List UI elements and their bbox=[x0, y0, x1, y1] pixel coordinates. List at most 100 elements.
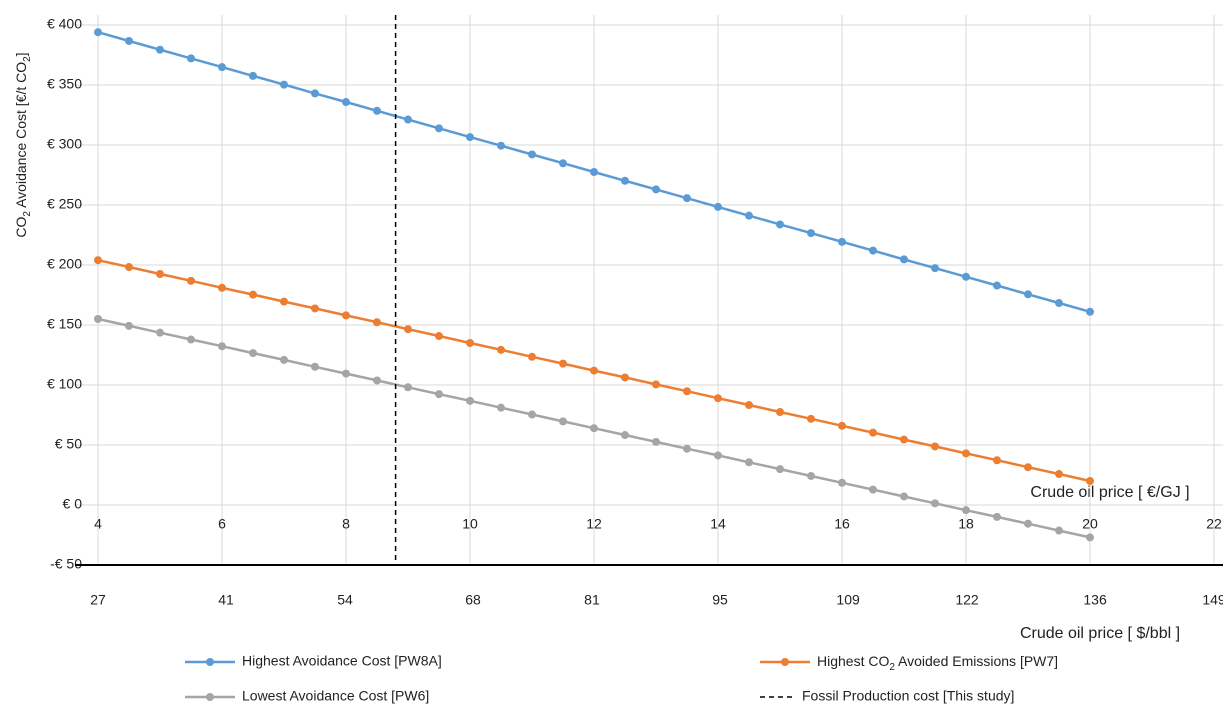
data-point bbox=[94, 28, 102, 37]
data-point bbox=[280, 297, 288, 306]
data-point bbox=[373, 376, 381, 385]
data-point bbox=[714, 202, 722, 211]
data-point bbox=[249, 349, 257, 358]
data-point bbox=[838, 478, 846, 487]
data-point bbox=[156, 270, 164, 278]
data-point bbox=[745, 458, 753, 467]
x-tick-label: 6 bbox=[218, 516, 226, 532]
x2-tick-label: 41 bbox=[218, 592, 234, 608]
x2-tick-label: 27 bbox=[90, 592, 106, 608]
data-point bbox=[621, 373, 629, 382]
data-point bbox=[156, 45, 164, 54]
data-point bbox=[404, 325, 412, 334]
data-point bbox=[1055, 470, 1063, 479]
data-point bbox=[404, 115, 412, 124]
y-tick-label: € 350 bbox=[47, 76, 82, 92]
data-point bbox=[714, 451, 722, 460]
x-tick-label: 8 bbox=[342, 516, 350, 532]
data-point bbox=[249, 290, 257, 299]
data-point bbox=[590, 424, 598, 433]
data-point bbox=[373, 318, 381, 327]
data-point bbox=[869, 428, 877, 437]
data-point bbox=[156, 328, 164, 337]
data-point bbox=[962, 449, 970, 458]
data-point bbox=[342, 369, 350, 378]
data-point bbox=[838, 237, 846, 246]
data-point bbox=[1024, 463, 1032, 472]
data-point bbox=[590, 366, 598, 375]
x2-tick-label: 95 bbox=[712, 592, 728, 608]
data-point bbox=[776, 465, 784, 474]
data-point bbox=[1086, 477, 1094, 485]
data-point bbox=[1086, 533, 1094, 542]
data-point bbox=[497, 141, 505, 150]
data-point bbox=[931, 499, 939, 508]
legend-label: Lowest Avoidance Cost [PW6] bbox=[242, 688, 429, 704]
x-tick-label: 16 bbox=[834, 516, 850, 532]
data-point bbox=[931, 442, 939, 451]
y-tick-label: € 300 bbox=[47, 136, 82, 152]
data-point bbox=[94, 315, 102, 323]
y-tick-label: € 400 bbox=[47, 16, 82, 32]
data-point bbox=[249, 71, 257, 80]
x2-tick-label: 109 bbox=[836, 592, 860, 608]
y-tick-label: € 200 bbox=[47, 256, 82, 272]
y-axis-title: CO2 Avoidance Cost [€/t CO2] bbox=[13, 52, 33, 237]
data-point bbox=[869, 485, 877, 494]
data-point bbox=[466, 133, 474, 142]
data-point bbox=[745, 211, 753, 220]
data-point bbox=[559, 417, 567, 426]
data-point bbox=[745, 401, 753, 410]
data-point bbox=[125, 263, 133, 272]
data-point bbox=[373, 106, 381, 115]
x-tick-label: 18 bbox=[958, 516, 974, 532]
data-point bbox=[435, 390, 443, 399]
y-tick-label: € 0 bbox=[63, 496, 83, 512]
data-point bbox=[280, 355, 288, 364]
data-point bbox=[652, 380, 660, 389]
legend-label: Highest CO2 Avoided Emissions [PW7] bbox=[817, 653, 1058, 673]
x-axis-title: Crude oil price [ €/GJ ] bbox=[1030, 484, 1189, 501]
data-point bbox=[559, 359, 567, 368]
data-point bbox=[683, 194, 691, 203]
data-point bbox=[1024, 290, 1032, 299]
data-point bbox=[900, 435, 908, 444]
x2-tick-label: 81 bbox=[584, 592, 600, 608]
data-point bbox=[342, 98, 350, 107]
data-point bbox=[528, 410, 536, 419]
data-point bbox=[962, 506, 970, 515]
data-point bbox=[900, 255, 908, 264]
data-point bbox=[621, 176, 629, 185]
data-point bbox=[497, 345, 505, 354]
data-point bbox=[807, 229, 815, 238]
x2-axis-title: Crude oil price [ $/bbl ] bbox=[1020, 625, 1180, 642]
data-point bbox=[683, 387, 691, 396]
data-point bbox=[280, 80, 288, 89]
data-point bbox=[497, 403, 505, 412]
data-point bbox=[218, 63, 226, 72]
data-point bbox=[187, 335, 195, 344]
data-point bbox=[621, 431, 629, 440]
y-tick-label: € 150 bbox=[47, 316, 82, 332]
data-point bbox=[1086, 307, 1094, 316]
y-tick-label: -€ 50 bbox=[50, 556, 82, 572]
data-point bbox=[187, 54, 195, 63]
data-point bbox=[342, 311, 350, 320]
x-tick-label: 12 bbox=[586, 516, 602, 532]
legend-label: Highest Avoidance Cost [PW8A] bbox=[242, 653, 442, 669]
data-point bbox=[807, 414, 815, 423]
legend-marker bbox=[781, 658, 789, 666]
data-point bbox=[838, 421, 846, 430]
data-point bbox=[900, 492, 908, 501]
data-point bbox=[218, 283, 226, 292]
data-point bbox=[218, 342, 226, 351]
y-tick-label: € 250 bbox=[47, 196, 82, 212]
x2-tick-label: 68 bbox=[465, 592, 481, 608]
y-tick-label: € 100 bbox=[47, 376, 82, 392]
data-point bbox=[962, 272, 970, 281]
data-point bbox=[590, 168, 598, 176]
data-point bbox=[993, 512, 1001, 521]
data-point bbox=[435, 124, 443, 133]
data-point bbox=[714, 394, 722, 403]
data-point bbox=[1024, 519, 1032, 528]
